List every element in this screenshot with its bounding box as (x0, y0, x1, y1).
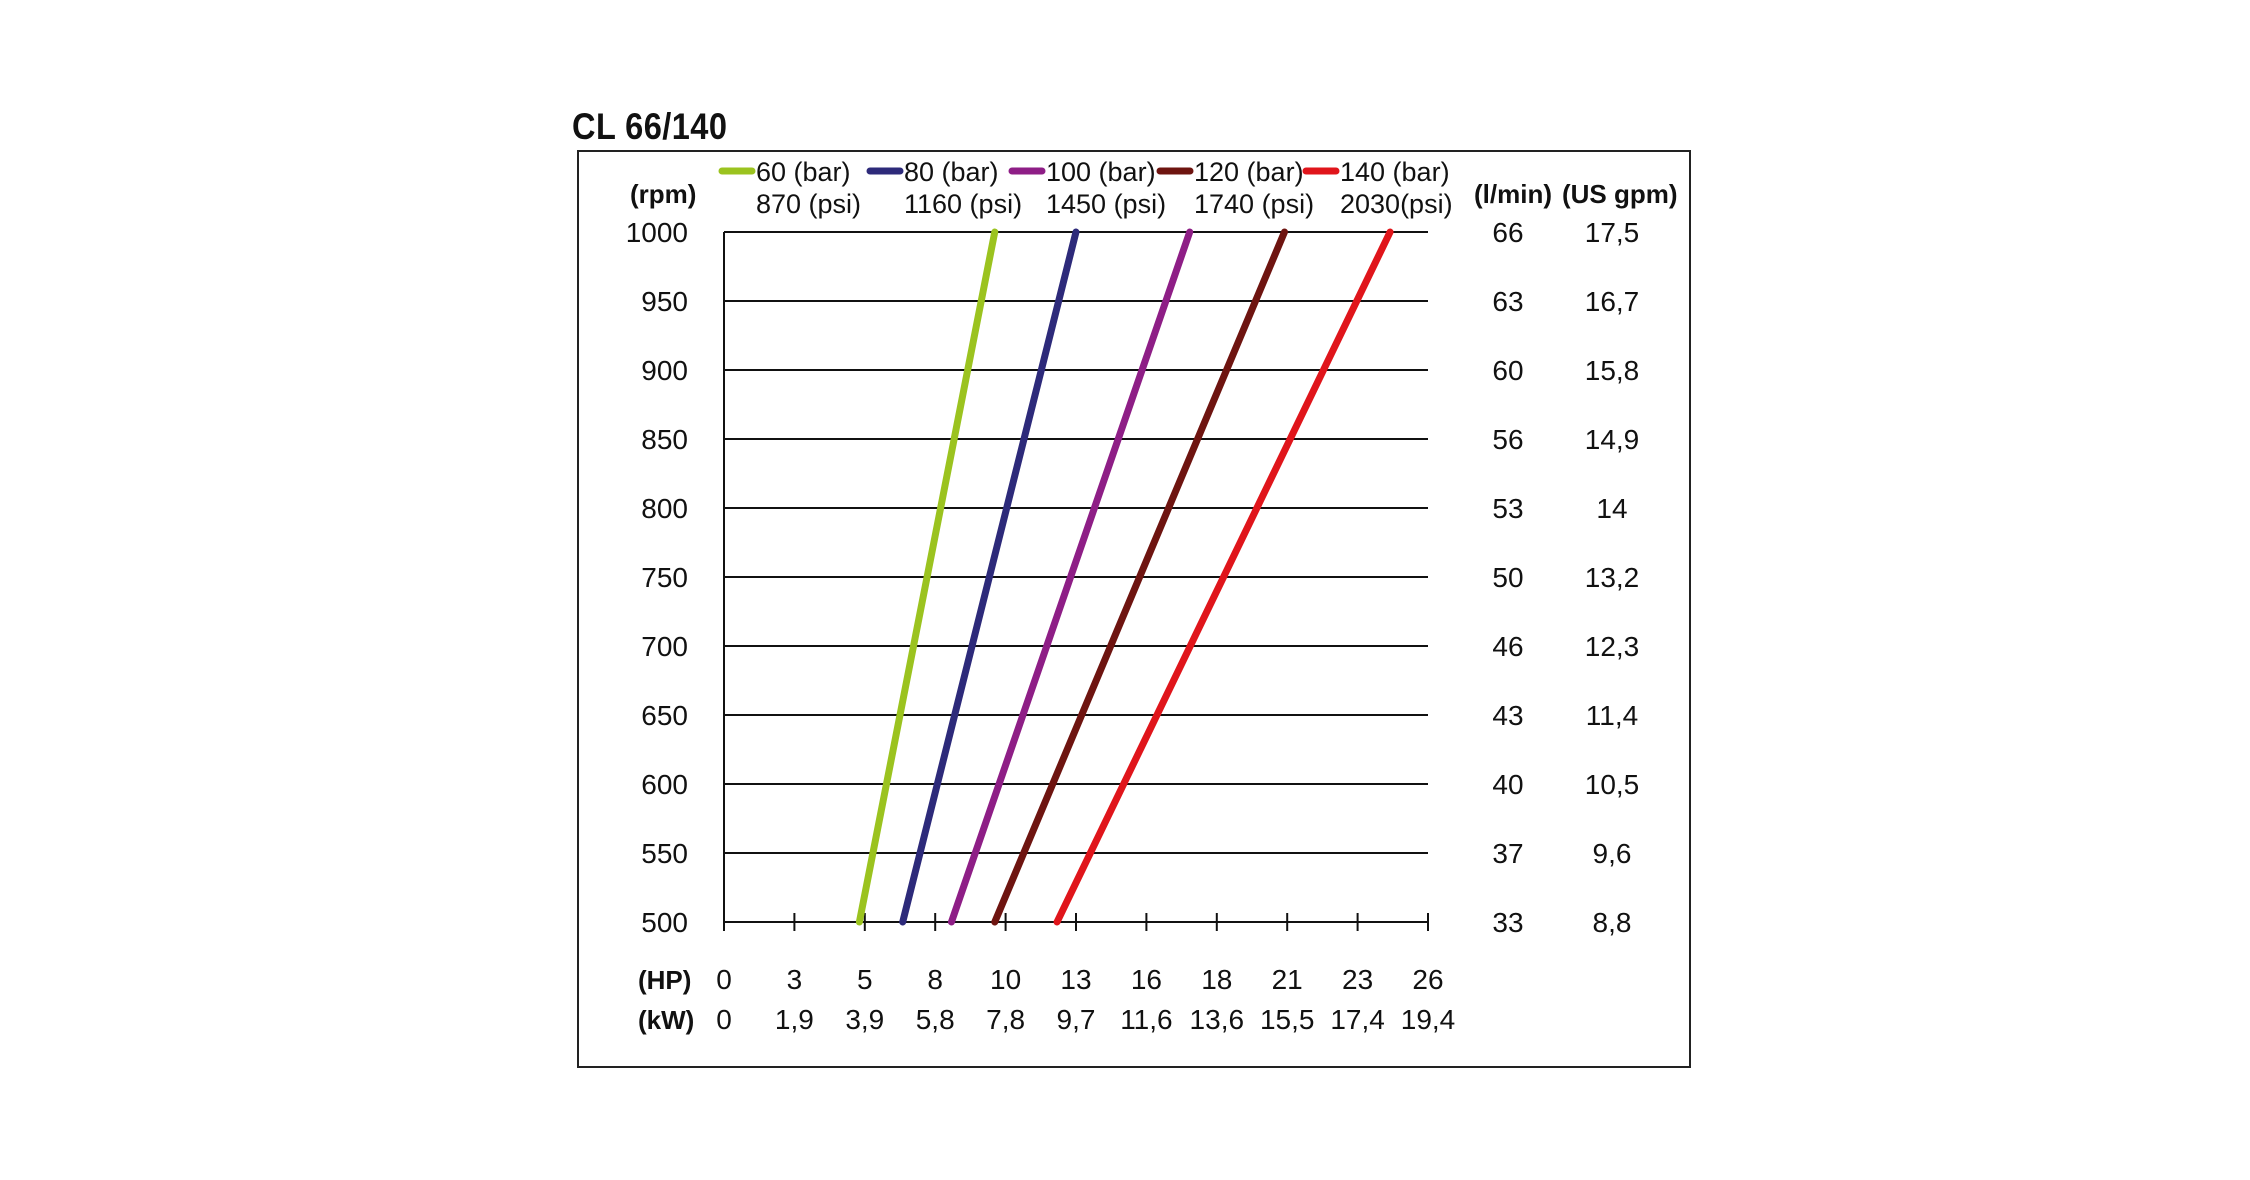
y-unit-label: (rpm) (630, 179, 696, 209)
y-tick-label: 900 (641, 355, 688, 386)
flow-usgpm-value: 14,9 (1585, 424, 1640, 455)
kw-tick-label: 1,9 (775, 1004, 814, 1035)
series-line-5 (1053, 228, 1394, 926)
grid-lines (723, 231, 1428, 923)
series-line-3 (947, 228, 1194, 926)
axis-labels: (rpm) (l/min) (US gpm) (HP) (kW) 1000 66 1… (626, 179, 1678, 1035)
legend-label-bar: 120 (bar) (1194, 157, 1304, 187)
flow-lmin-value: 50 (1492, 562, 1523, 593)
y-tick-label: 600 (641, 769, 688, 800)
series-line-2 (899, 228, 1080, 926)
y-tick-label: 650 (641, 700, 688, 731)
legend: 60 (bar)870 (psi) 80 (bar)1160 (psi) 100 (… (718, 157, 1453, 219)
hp-unit-label: (HP) (638, 965, 691, 995)
series-line-4 (991, 228, 1288, 926)
flow-lmin-value: 60 (1492, 355, 1523, 386)
y-tick-label: 700 (641, 631, 688, 662)
kw-tick-label: 11,6 (1120, 1004, 1172, 1035)
y-tick-label: 1000 (626, 217, 688, 248)
flow-lmin-value: 53 (1492, 493, 1523, 524)
flow-lmin-value: 33 (1492, 907, 1523, 938)
y-tick-label: 950 (641, 286, 688, 317)
kw-tick-label: 0 (716, 1004, 732, 1035)
flow-lmin-value: 66 (1492, 217, 1523, 248)
flow-usgpm-value: 9,6 (1593, 838, 1632, 869)
flow-usgpm-value: 12,3 (1585, 631, 1640, 662)
kw-tick-label: 5,8 (916, 1004, 955, 1035)
flow-usgpm-value: 8,8 (1593, 907, 1632, 938)
kw-tick-label: 13,6 (1190, 1004, 1245, 1035)
kw-tick-label: 9,7 (1057, 1004, 1096, 1035)
legend-label-psi: 1160 (psi) (904, 189, 1022, 219)
legend-label-psi: 1740 (psi) (1194, 189, 1314, 219)
flow-usgpm-value: 16,7 (1585, 286, 1640, 317)
hp-tick-label: 8 (927, 964, 943, 995)
kw-tick-label: 17,4 (1330, 1004, 1385, 1035)
y-tick-label: 750 (641, 562, 688, 593)
flow-usgpm-value: 15,8 (1585, 355, 1640, 386)
series-line-1 (855, 228, 999, 926)
hp-tick-label: 23 (1342, 964, 1373, 995)
kw-tick-label: 19,4 (1401, 1004, 1456, 1035)
legend-label-psi: 870 (psi) (756, 189, 861, 219)
flow-lmin-value: 56 (1492, 424, 1523, 455)
flow-usgpm-value: 17,5 (1585, 217, 1640, 248)
flow-usgpm-value: 14 (1596, 493, 1627, 524)
x-tick-marks (723, 913, 1429, 931)
hp-tick-label: 26 (1412, 964, 1443, 995)
flow-usgpm-unit-label: (US gpm) (1562, 179, 1678, 209)
flow-lmin-unit-label: (l/min) (1474, 179, 1552, 209)
kw-tick-label: 15,5 (1260, 1004, 1315, 1035)
hp-tick-label: 16 (1131, 964, 1162, 995)
hp-tick-label: 13 (1060, 964, 1091, 995)
flow-lmin-value: 43 (1492, 700, 1523, 731)
kw-unit-label: (kW) (638, 1005, 694, 1035)
flow-usgpm-value: 10,5 (1585, 769, 1640, 800)
flow-lmin-value: 46 (1492, 631, 1523, 662)
flow-usgpm-value: 11,4 (1586, 700, 1638, 731)
flow-lmin-value: 40 (1492, 769, 1523, 800)
legend-label-bar: 60 (bar) (756, 157, 851, 187)
legend-label-psi: 1450 (psi) (1046, 189, 1166, 219)
flow-lmin-value: 37 (1492, 838, 1523, 869)
kw-tick-label: 3,9 (845, 1004, 884, 1035)
hp-tick-label: 10 (990, 964, 1021, 995)
legend-label-psi: 2030(psi) (1340, 189, 1453, 219)
chart-frame (577, 150, 1691, 1068)
chart-title: CL 66/140 (572, 106, 728, 147)
kw-tick-label: 7,8 (986, 1004, 1025, 1035)
hp-tick-label: 18 (1201, 964, 1232, 995)
hp-tick-label: 21 (1272, 964, 1303, 995)
hp-tick-label: 3 (787, 964, 803, 995)
y-tick-label: 850 (641, 424, 688, 455)
series-lines (855, 228, 1394, 926)
y-tick-label: 550 (641, 838, 688, 869)
legend-label-bar: 80 (bar) (904, 157, 999, 187)
hp-tick-label: 0 (716, 964, 732, 995)
hp-tick-label: 5 (857, 964, 873, 995)
y-tick-label: 500 (641, 907, 688, 938)
y-tick-label: 800 (641, 493, 688, 524)
legend-label-bar: 140 (bar) (1340, 157, 1450, 187)
legend-label-bar: 100 (bar) (1046, 157, 1156, 187)
flow-lmin-value: 63 (1492, 286, 1523, 317)
flow-usgpm-value: 13,2 (1585, 562, 1640, 593)
